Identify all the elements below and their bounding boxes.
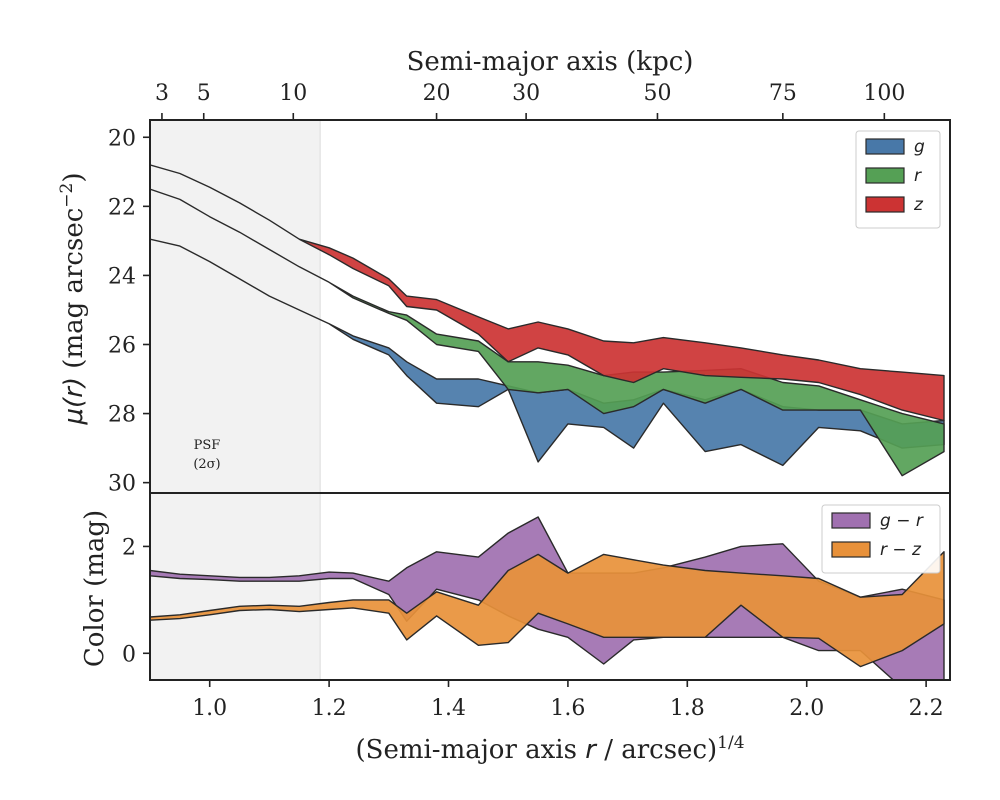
color-band-rz (150, 551, 945, 668)
x-axis-title: (Semi-major axis r / arcsec)1/4 (355, 733, 744, 765)
mu-legend-label-r: r (914, 166, 922, 186)
mu-tick-label-3: 26 (108, 333, 136, 358)
mu-tick-label-2: 24 (108, 264, 136, 289)
psf-region-top (150, 120, 321, 493)
surface-brightness-series (150, 164, 945, 477)
x-tick-label-6: 2.2 (909, 696, 944, 721)
x-axis-title-main: (Semi-major axis (355, 735, 585, 765)
mu-tick-label-1: 22 (108, 195, 136, 220)
top-tick-label-5: 50 (643, 81, 671, 106)
mu-legend-label-z: z (913, 195, 924, 215)
mu-legend-swatch-z (865, 196, 905, 213)
psf-region-bottom (150, 493, 321, 680)
top-tick-label-2: 10 (279, 81, 307, 106)
mu-legend-label-g: g (914, 137, 925, 157)
mu-legend-swatch-g (865, 138, 905, 155)
top-y-axis-title: μ(r) (mag arcsec−2) (57, 172, 89, 425)
top-axis-title: Semi-major axis (kpc) (407, 47, 694, 77)
y-title-sup: −2 (57, 183, 77, 208)
bottom-panel-frame (149, 492, 951, 681)
mu-band-z (150, 164, 945, 422)
x-tick-label-1: 1.2 (312, 696, 347, 721)
x-tick-label-0: 1.0 (192, 696, 227, 721)
mu-tick-label-4: 28 (108, 403, 136, 428)
axis-ticks: 1.0 1.2 1.4 1.6 1.8 2.0 2.23 5 10 20 30 50 75 1002022… (108, 81, 944, 721)
y-title-rest: (mag arcsec (59, 208, 89, 377)
color-series (150, 516, 945, 680)
psf-sublabel: (2σ) (193, 457, 220, 472)
x-axis-title-r: r (585, 735, 598, 765)
color-legend-swatch-rz (831, 541, 871, 558)
y-title-close: ) (59, 172, 89, 182)
y-title-r: (r) (59, 377, 89, 408)
y-title-mu: μ (59, 408, 89, 426)
color-legend-label-rz: r − z (880, 540, 922, 560)
color-legend-label-gr: g − r (880, 511, 924, 531)
mu-legend-swatch-r (865, 167, 905, 184)
color-legend-swatch-gr (831, 512, 871, 529)
top-tick-label-0: 3 (155, 81, 169, 106)
x-tick-label-2: 1.4 (431, 696, 466, 721)
x-tick-label-4: 1.8 (670, 696, 705, 721)
legends: grz g − r r − z (821, 130, 941, 574)
x-axis-title-sup: 1/4 (717, 733, 744, 753)
top-tick-label-1: 5 (197, 81, 211, 106)
color-tick-label-1: 2 (122, 535, 136, 560)
bottom-y-axis-title: Color (mag) (80, 510, 110, 667)
top-tick-label-4: 30 (512, 81, 540, 106)
top-tick-label-6: 75 (769, 81, 797, 106)
psf-label: PSF (194, 438, 221, 453)
x-tick-label-3: 1.6 (550, 696, 585, 721)
color-tick-label-0: 0 (122, 642, 136, 667)
mu-tick-label-5: 30 (108, 472, 136, 497)
x-axis-title-tail: / arcsec) (596, 735, 717, 765)
x-tick-label-5: 2.0 (789, 696, 824, 721)
mu-band-r (150, 188, 945, 477)
top-tick-label-3: 20 (423, 81, 451, 106)
top-tick-label-7: 100 (863, 81, 905, 106)
mu-tick-label-0: 20 (108, 126, 136, 151)
